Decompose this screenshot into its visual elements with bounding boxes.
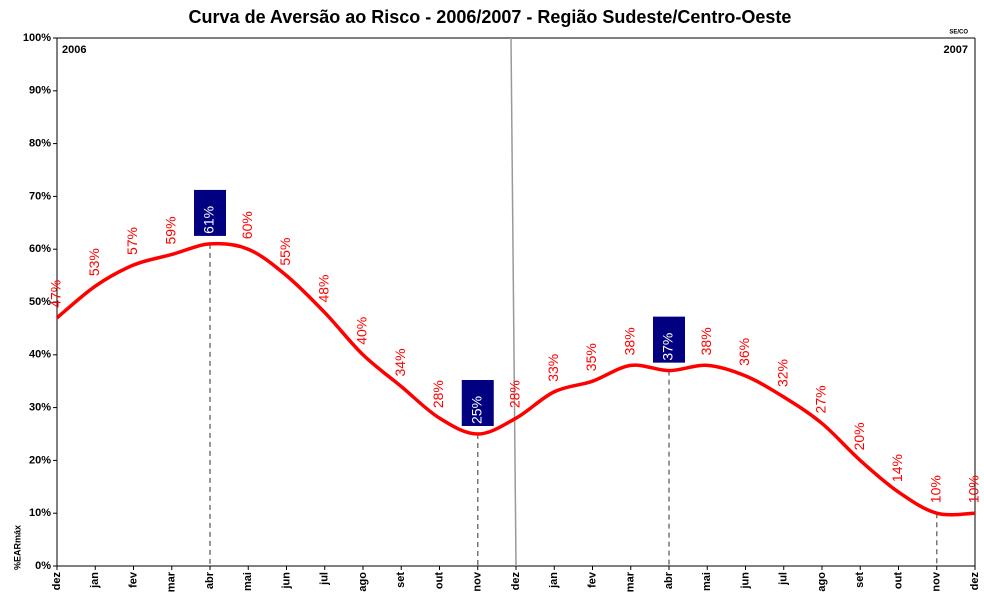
year-label: 2006 — [62, 44, 86, 56]
value-label: 38% — [621, 327, 637, 355]
x-tick-label: ago — [357, 572, 369, 592]
y-tick-label: 30% — [29, 402, 51, 414]
value-label: 55% — [277, 238, 293, 266]
value-label: 33% — [545, 354, 561, 382]
x-tick-label: set — [395, 572, 407, 588]
x-tick-label: fev — [586, 571, 598, 588]
line — [55, 241, 976, 517]
y-tick-label: 20% — [29, 454, 51, 466]
tag: SE/CO — [949, 30, 968, 36]
y-axis-label: %EARmáx — [12, 525, 22, 570]
x-tick-label: jan — [89, 572, 101, 589]
value-label: 14% — [889, 454, 905, 482]
y-tick-label: 40% — [29, 349, 51, 361]
x-tick-label: out — [892, 572, 904, 589]
x-tick-label: nov — [931, 571, 943, 591]
x-tick-label: jun — [739, 572, 751, 590]
y-tick-label: 80% — [29, 138, 51, 150]
x-tick-label: jul — [319, 572, 331, 586]
year-label: 2007 — [944, 44, 968, 56]
x-tick-label: nov — [472, 571, 484, 591]
x-tick-label: dez — [969, 572, 981, 591]
x-tick-label: mar — [625, 571, 637, 592]
value-label: 60% — [239, 211, 255, 239]
value-label: 32% — [774, 359, 790, 387]
value-label: 25% — [468, 396, 484, 424]
y-tick-label: 70% — [29, 190, 51, 202]
x-tick-label: fev — [127, 571, 139, 588]
value-label: 40% — [354, 317, 370, 345]
x-tick-label: dez — [51, 572, 63, 591]
highlight-box — [194, 189, 226, 236]
highlight-box — [461, 380, 494, 426]
x-tick-label: abr — [204, 571, 216, 589]
chart-title: Curva de Aversão ao Risco - 2006/2007 - … — [189, 7, 792, 27]
year-separator — [510, 37, 517, 567]
x-tick-label: dez — [510, 572, 522, 591]
x-tick-label: mai — [701, 572, 713, 591]
value-label: 57% — [124, 227, 140, 255]
value-label: 20% — [851, 422, 867, 450]
x-tick-label: ago — [816, 572, 828, 592]
x-tick-label: mai — [242, 572, 254, 591]
value-label: 37% — [660, 333, 676, 361]
x-tick-label: mar — [166, 571, 178, 592]
x-tick-label: jul — [778, 572, 790, 586]
value-label: 28% — [430, 380, 446, 408]
value-label: 48% — [315, 275, 331, 303]
value-label: 61% — [201, 206, 217, 234]
value-label: 10% — [927, 475, 943, 503]
x-tick-label: jun — [280, 572, 292, 590]
value-label: 10% — [966, 475, 982, 503]
value-label: 27% — [813, 385, 829, 413]
value-label: 28% — [507, 380, 523, 408]
x-tick-label: set — [854, 572, 866, 588]
value-label: 38% — [698, 327, 714, 355]
y-tick-label: 0% — [35, 560, 51, 572]
y-tick-label: 90% — [29, 85, 51, 97]
value-label: 47% — [48, 280, 64, 308]
x-tick-label: abr — [663, 571, 675, 589]
x-tick-label: out — [433, 572, 445, 589]
highlight-box — [653, 316, 685, 363]
x-tick-label: jan — [548, 572, 560, 589]
value-label: 53% — [86, 248, 102, 276]
value-label: 59% — [162, 216, 178, 244]
value-label: 34% — [392, 348, 408, 376]
value-label: 36% — [736, 338, 752, 366]
y-tick-label: 50% — [29, 296, 51, 308]
y-tick-label: 60% — [29, 243, 51, 255]
y-tick-label: 100% — [23, 32, 51, 44]
value-label: 35% — [583, 343, 599, 371]
y-tick-label: 10% — [29, 507, 51, 519]
